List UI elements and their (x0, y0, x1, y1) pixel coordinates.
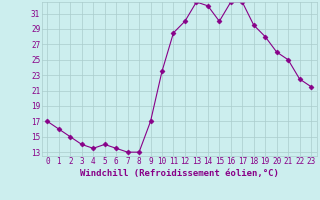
X-axis label: Windchill (Refroidissement éolien,°C): Windchill (Refroidissement éolien,°C) (80, 169, 279, 178)
